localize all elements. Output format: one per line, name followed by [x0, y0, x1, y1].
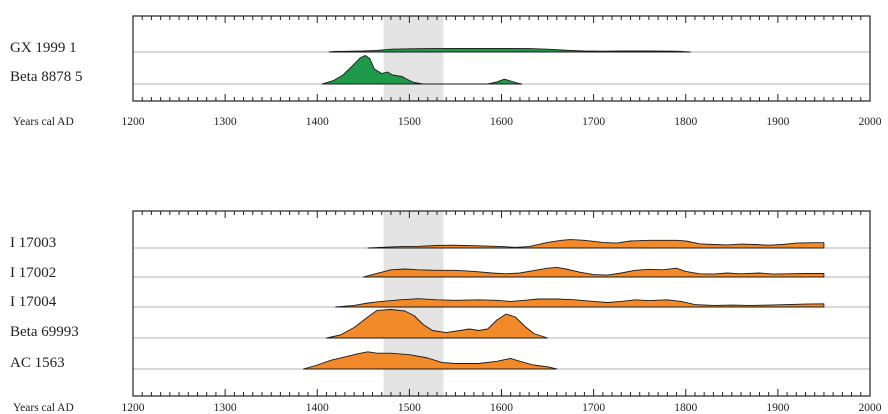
- x-tick-label-1900: 1900: [766, 116, 789, 128]
- density-area-gx-1999-1: [328, 47, 691, 53]
- x-tick-label-1600: 1600: [490, 402, 513, 414]
- density-area-i-17004: [335, 298, 825, 308]
- x-tick-label-2000: 2000: [859, 116, 882, 128]
- density-area-beta-69993: [326, 309, 549, 339]
- x-tick-label-1400: 1400: [306, 402, 329, 414]
- x-tick-label-1300: 1300: [214, 116, 237, 128]
- x-tick-label-1500: 1500: [398, 402, 421, 414]
- plot-frame: [132, 15, 871, 102]
- density-area-ac-1563: [302, 351, 558, 370]
- x-tick-label-1200: 1200: [122, 402, 145, 414]
- series-label-ac-1563: AC 1563: [10, 355, 65, 371]
- x-tick-label-1800: 1800: [674, 116, 697, 128]
- x-tick-label-1500: 1500: [398, 116, 421, 128]
- series-label-i-17002: I 17002: [10, 265, 56, 281]
- density-area-i-17002: [362, 266, 825, 278]
- density-area-i-17003: [367, 239, 825, 249]
- x-axis-title: Years cal AD: [13, 116, 74, 128]
- x-tick-label-1200: 1200: [122, 116, 145, 128]
- series-label-beta-69993: Beta 69993: [10, 324, 79, 340]
- x-tick-label-1700: 1700: [582, 402, 605, 414]
- series-label-i-17003: I 17003: [10, 235, 56, 251]
- x-tick-label-1800: 1800: [674, 402, 697, 414]
- density-area-beta-8878-5: [321, 55, 523, 85]
- series-label-gx-1999-1: GX 1999 1: [10, 40, 77, 56]
- highlight-band: [383, 16, 444, 101]
- x-tick-label-2000: 2000: [859, 402, 882, 414]
- series-label-beta-8878-5: Beta 8878 5: [10, 69, 83, 85]
- x-axis-title: Years cal AD: [13, 402, 74, 414]
- green-panel: GX 1999 1 Beta 8878 5 1200 1300 1400 1500 1600…: [10, 15, 882, 128]
- x-tick-label-1900: 1900: [766, 402, 789, 414]
- x-tick-label-1300: 1300: [214, 402, 237, 414]
- series-label-i-17004: I 17004: [10, 294, 57, 310]
- x-tick-label-1400: 1400: [306, 116, 329, 128]
- orange-panel: I 17003 I 17002 I 17004 Beta 69993 AC 1563 12…: [10, 210, 882, 414]
- x-tick-label-1700: 1700: [582, 116, 605, 128]
- x-tick-label-1600: 1600: [490, 116, 513, 128]
